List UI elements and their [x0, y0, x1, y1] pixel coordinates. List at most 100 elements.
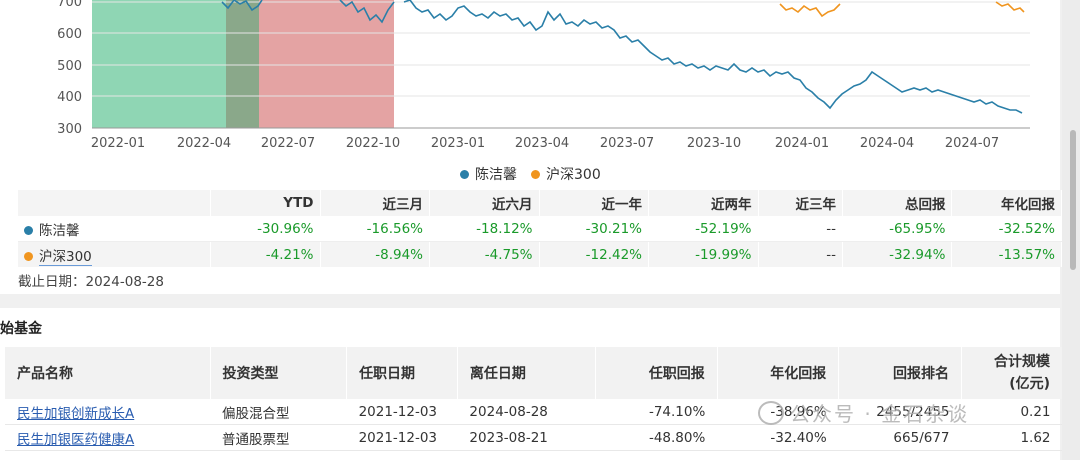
fund-table: 产品名称 投资类型 任职日期 离任日期 任职回报 年化回报 回报排名 合计规模(…	[5, 347, 1063, 451]
rank-cell: 2455/2455	[838, 399, 962, 425]
col-header: 任职日期	[346, 347, 458, 399]
value-cell: -32.94%	[842, 241, 953, 267]
type-cell: 普通股票型	[210, 424, 347, 451]
start-cell: 2021-12-03	[346, 424, 458, 451]
table-header-row: 产品名称 投资类型 任职日期 离任日期 任职回报 年化回报 回报排名 合计规模(…	[5, 347, 1063, 399]
col-header: 总回报	[842, 190, 953, 216]
col-header	[18, 190, 211, 216]
col-header: 产品名称	[5, 347, 211, 399]
watermark: 公众号 · 金石杂谈	[758, 398, 969, 427]
series-manager-early	[221, 0, 263, 12]
band-olive	[226, 0, 259, 128]
value-cell: -4.75%	[429, 241, 540, 267]
value-cell: -13.57%	[951, 241, 1062, 267]
chart-legend: 陈洁馨 沪深300	[460, 164, 601, 184]
col-header: 近两年	[648, 190, 759, 216]
col-header: 投资类型	[210, 347, 348, 399]
annual-cell: -32.40%	[717, 424, 839, 451]
x-tick: 2023-07	[600, 136, 654, 151]
series-dot	[24, 225, 33, 235]
end-cell: 2023-08-21	[457, 424, 596, 451]
table-row: 沪深300 -4.21% -8.94% -4.75% -12.42% -19.9…	[18, 241, 1062, 267]
y-tick: 600	[57, 27, 82, 42]
y-tick: 300	[57, 122, 82, 137]
section-title: 始基金	[0, 321, 42, 337]
end-cell: 2024-08-28	[457, 399, 596, 425]
col-header: 回报排名	[838, 347, 963, 399]
table-header-row: YTD 近三月 近六月 近一年 近两年 近三年 总回报 年化回报	[18, 190, 1062, 216]
legend-item-manager[interactable]: 陈洁馨	[460, 164, 517, 184]
series-dot	[24, 251, 33, 261]
row-name[interactable]: 沪深300	[39, 248, 92, 266]
col-header: 任职回报	[595, 347, 718, 399]
value-cell: -18.12%	[429, 216, 540, 242]
col-header: 近一年	[539, 190, 649, 216]
fund-name-cell: 民生加银医药健康A	[5, 424, 211, 451]
col-header: 离任日期	[457, 347, 597, 399]
table-row: 陈洁馨 -30.96% -16.56% -18.12% -30.21% -52.…	[18, 216, 1062, 242]
value-cell: -30.96%	[210, 216, 321, 242]
scrollbar-thumb[interactable]	[1070, 130, 1076, 270]
wechat-icon	[758, 400, 784, 425]
fund-link[interactable]: 民生加银创新成长A	[17, 405, 135, 422]
table-row: 民生加银创新成长A 偏股混合型 2021-12-03 2024-08-28 -7…	[5, 399, 1063, 425]
band-red	[259, 0, 394, 128]
col-header: 年化回报	[951, 190, 1062, 216]
legend-dot-manager	[460, 169, 469, 179]
col-header: 近六月	[429, 190, 540, 216]
row-name-cell: 沪深300	[18, 241, 211, 267]
col-header: 年化回报	[717, 347, 840, 399]
y-tick: 500	[57, 59, 82, 74]
x-tick: 2022-10	[346, 136, 400, 151]
value-cell: -16.56%	[320, 216, 430, 242]
col-header: 近三年	[758, 190, 843, 216]
value-cell: -32.52%	[951, 216, 1062, 242]
legend-item-index[interactable]: 沪深300	[531, 164, 601, 184]
watermark-text: 公众号 · 金石杂谈	[790, 402, 970, 426]
row-name-cell: 陈洁馨	[18, 216, 211, 242]
x-tick: 2024-01	[775, 136, 829, 151]
performance-table: YTD 近三月 近六月 近一年 近两年 近三年 总回报 年化回报 陈洁馨 -30…	[18, 190, 1062, 267]
fund-name-cell: 民生加银创新成长A	[5, 399, 211, 425]
x-tick: 2024-04	[860, 136, 914, 151]
value-cell: -12.42%	[539, 241, 649, 267]
table-row: 民生加银医药健康A 普通股票型 2021-12-03 2023-08-21 -4…	[5, 424, 1063, 451]
legend-dot-index	[531, 169, 540, 179]
series-index-a	[779, 3, 841, 18]
value-cell: -19.99%	[648, 241, 759, 267]
value-cell: -30.21%	[539, 216, 649, 242]
col-header: 近三月	[320, 190, 430, 216]
value-cell: --	[758, 241, 843, 267]
type-cell: 偏股混合型	[210, 399, 347, 425]
return-cell: -74.10%	[595, 399, 718, 425]
value-cell: --	[758, 216, 843, 242]
series-manager	[403, 0, 1023, 114]
value-cell: -52.19%	[648, 216, 759, 242]
series-manager-mid	[339, 0, 395, 24]
x-tick: 2022-01	[91, 136, 145, 151]
nav-line-chart: 700 600 500 400 300 2022-01 2022-04 2022…	[57, 0, 1030, 151]
row-name: 陈洁馨	[39, 222, 80, 239]
col-header: 合计规模(亿元)	[961, 347, 1063, 399]
band-green	[92, 0, 226, 128]
legend-label-manager: 陈洁馨	[475, 167, 517, 183]
y-tick: 400	[57, 90, 82, 105]
y-tick: 700	[57, 0, 82, 10]
value-cell: -8.94%	[320, 241, 430, 267]
rank-cell: 665/677	[838, 424, 962, 451]
value-cell: -4.21%	[210, 241, 321, 267]
size-cell: 1.62	[961, 424, 1063, 451]
x-tick: 2022-04	[177, 136, 231, 151]
col-header: YTD	[210, 190, 321, 216]
x-tick: 2023-04	[515, 136, 569, 151]
value-cell: -65.95%	[842, 216, 953, 242]
x-tick: 2023-01	[431, 136, 485, 151]
start-cell: 2021-12-03	[346, 399, 458, 425]
as-of-date: 截止日期：2024-08-28	[18, 274, 164, 290]
fund-link[interactable]: 民生加银医药健康A	[17, 431, 135, 448]
x-tick: 2024-07	[945, 136, 999, 151]
return-cell: -48.80%	[595, 424, 718, 451]
x-tick: 2023-10	[687, 136, 741, 151]
size-cell: 0.21	[961, 399, 1063, 425]
legend-label-index: 沪深300	[546, 167, 601, 183]
